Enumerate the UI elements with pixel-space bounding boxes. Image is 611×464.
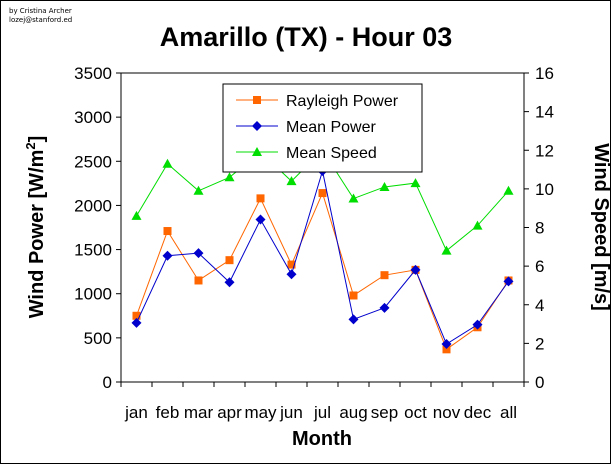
y-right-tick-label: 8: [535, 219, 544, 238]
y-left-tick-label: 2500: [74, 152, 112, 171]
data-point-rayleigh-power: [287, 260, 296, 269]
y-left-tick-label: 500: [84, 329, 112, 348]
data-point-mean-speed: [472, 220, 483, 230]
data-point-rayleigh-power: [225, 256, 234, 265]
legend: Rayleigh Power Mean Power Mean Speed: [222, 83, 423, 173]
data-point-rayleigh-power: [318, 189, 327, 198]
x-tick-label: may: [244, 403, 277, 422]
y-right-tick-label: 14: [535, 103, 554, 122]
data-point-mean-speed: [503, 185, 514, 195]
x-tick-label: oct: [404, 403, 427, 422]
y-right-tick-label: 6: [535, 257, 544, 276]
credit-line-2: lozej@stanford.ed: [9, 16, 72, 24]
y-left-tick-label: 0: [103, 373, 112, 392]
y-left-tick-label: 3000: [74, 108, 112, 127]
legend-label-mean-power: Mean Power: [286, 119, 376, 136]
data-point-mean-power: [131, 317, 142, 328]
y-left-tick-label: 1500: [74, 241, 112, 260]
data-point-rayleigh-power: [442, 345, 451, 354]
legend-label-rayleigh-power: Rayleigh Power: [286, 93, 399, 110]
data-point-rayleigh-power: [380, 271, 389, 280]
x-tick-label: jul: [313, 403, 331, 422]
series-rayleigh-power: [132, 189, 513, 354]
x-tick-label: sep: [371, 403, 398, 422]
data-point-mean-speed: [131, 210, 142, 220]
x-tick-label: dec: [464, 403, 492, 422]
axes-group: 0 500 1000 1500 2000 2500 3000 3500 0 2 4 6 8 10 12 14 1…: [74, 64, 554, 422]
data-point-mean-power: [503, 276, 514, 287]
x-tick-label: apr: [217, 403, 242, 422]
data-point-rayleigh-power: [163, 227, 172, 236]
data-point-rayleigh-power: [194, 276, 203, 285]
legend-label-mean-speed: Mean Speed: [286, 145, 377, 162]
x-tick-label: aug: [339, 403, 367, 422]
credit-line-1: by Cristina Archer: [9, 7, 72, 15]
x-tick-label: nov: [433, 403, 461, 422]
y-axis-left-title: Wind Power [W/m2]: [23, 136, 48, 319]
x-tick-label: jun: [279, 403, 303, 422]
data-point-rayleigh-power: [256, 194, 265, 203]
legend-marker-rayleigh-power: [253, 96, 261, 104]
data-point-mean-power: [410, 264, 421, 275]
data-point-mean-power: [255, 214, 266, 225]
y-axis-left-title-close: ]: [26, 136, 48, 143]
data-point-mean-power: [348, 314, 359, 325]
data-point-mean-power: [472, 319, 483, 330]
y-axis-right-title: Wind Speed [m/s]: [590, 143, 610, 311]
y-left-tick-label: 3500: [74, 64, 112, 83]
data-point-mean-speed: [348, 193, 359, 203]
y-right-tick-label: 10: [535, 180, 554, 199]
y-right-tick-label: 16: [535, 64, 554, 83]
legend-marker-mean-speed: [252, 147, 262, 156]
y-right-tick-label: 0: [535, 373, 544, 392]
x-axis-title: Month: [292, 428, 352, 450]
y-left-tick-label: 2000: [74, 196, 112, 215]
y-axis-left-title-superscript: 2: [23, 142, 38, 149]
x-tick-label: mar: [184, 403, 214, 422]
chart-title: Amarillo (TX) - Hour 03: [160, 22, 453, 52]
y-left-tick-label: 1000: [74, 285, 112, 304]
data-point-mean-speed: [224, 172, 235, 182]
data-point-mean-power: [224, 277, 235, 288]
data-point-mean-power: [441, 339, 452, 350]
data-point-mean-speed: [193, 185, 204, 195]
series-group: [131, 145, 514, 354]
data-point-mean-power: [162, 250, 173, 261]
data-point-mean-speed: [162, 158, 173, 168]
data-point-mean-power: [193, 248, 204, 259]
data-point-mean-speed: [286, 176, 297, 186]
series-line-rayleigh-power: [136, 191, 509, 351]
data-point-rayleigh-power: [132, 311, 141, 320]
legend-marker-mean-power: [252, 121, 262, 131]
data-point-rayleigh-power: [349, 291, 358, 300]
x-tick-label: feb: [156, 403, 180, 422]
y-right-tick-label: 4: [535, 296, 544, 315]
y-axis-left-title-base: Wind Power [W/m: [26, 150, 48, 319]
data-point-mean-speed: [410, 178, 421, 188]
x-tick-label: jan: [124, 403, 148, 422]
y-right-tick-label: 12: [535, 141, 554, 160]
x-tick-label: all: [500, 403, 517, 422]
data-point-mean-power: [286, 269, 297, 280]
y-right-tick-label: 2: [535, 334, 544, 353]
data-point-mean-speed: [441, 245, 452, 255]
data-point-mean-speed: [379, 181, 390, 191]
data-point-mean-power: [379, 302, 390, 313]
